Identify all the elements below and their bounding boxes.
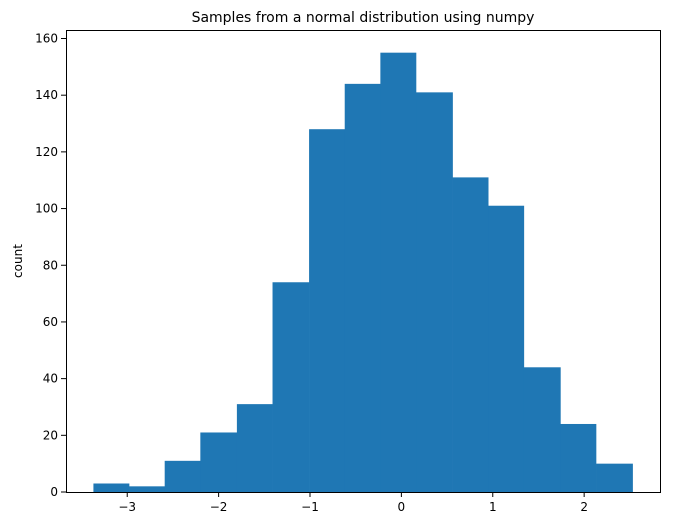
y-tick-label: 0 xyxy=(50,485,58,499)
histogram-bar xyxy=(488,205,525,493)
histogram-bar xyxy=(200,432,238,492)
histogram-bar xyxy=(452,177,489,492)
histogram-bar xyxy=(560,423,597,492)
y-tick-label: 80 xyxy=(43,258,58,272)
y-axis-label: count xyxy=(11,244,25,278)
histogram-bar xyxy=(380,52,417,493)
chart-title: Samples from a normal distribution using… xyxy=(192,10,535,26)
y-tick-label: 120 xyxy=(35,145,58,159)
y-tick-label: 40 xyxy=(43,372,58,386)
histogram-bar xyxy=(596,463,633,492)
x-tick-label: 2 xyxy=(580,500,588,514)
histogram-bar xyxy=(129,486,165,492)
y-tick-label: 60 xyxy=(43,315,58,329)
histogram-bar xyxy=(309,129,346,492)
x-tick-label: 0 xyxy=(398,500,406,514)
y-tick-label: 100 xyxy=(35,202,58,216)
histogram-bar xyxy=(416,92,453,492)
x-tick-label: −3 xyxy=(118,500,136,514)
histogram-bar xyxy=(272,282,310,492)
y-tick-label: 20 xyxy=(43,428,58,442)
x-tick-label: −2 xyxy=(210,500,228,514)
x-tick-label: 1 xyxy=(489,500,497,514)
plot-frame xyxy=(66,30,661,493)
y-tick-label: 160 xyxy=(35,32,58,46)
histogram-bar xyxy=(344,83,381,493)
histogram-bar xyxy=(523,367,561,492)
histogram-bar xyxy=(164,460,201,492)
histogram-bar xyxy=(93,483,130,492)
bars-group xyxy=(93,52,633,493)
x-axis-ticks: −3 −2 −1 0 1 2 xyxy=(118,492,588,514)
x-tick-label: −1 xyxy=(301,500,319,514)
y-axis-ticks: 0 20 40 60 80 100 120 140 160 xyxy=(35,32,66,499)
histogram-bar xyxy=(236,404,273,492)
y-tick-label: 140 xyxy=(35,88,58,102)
